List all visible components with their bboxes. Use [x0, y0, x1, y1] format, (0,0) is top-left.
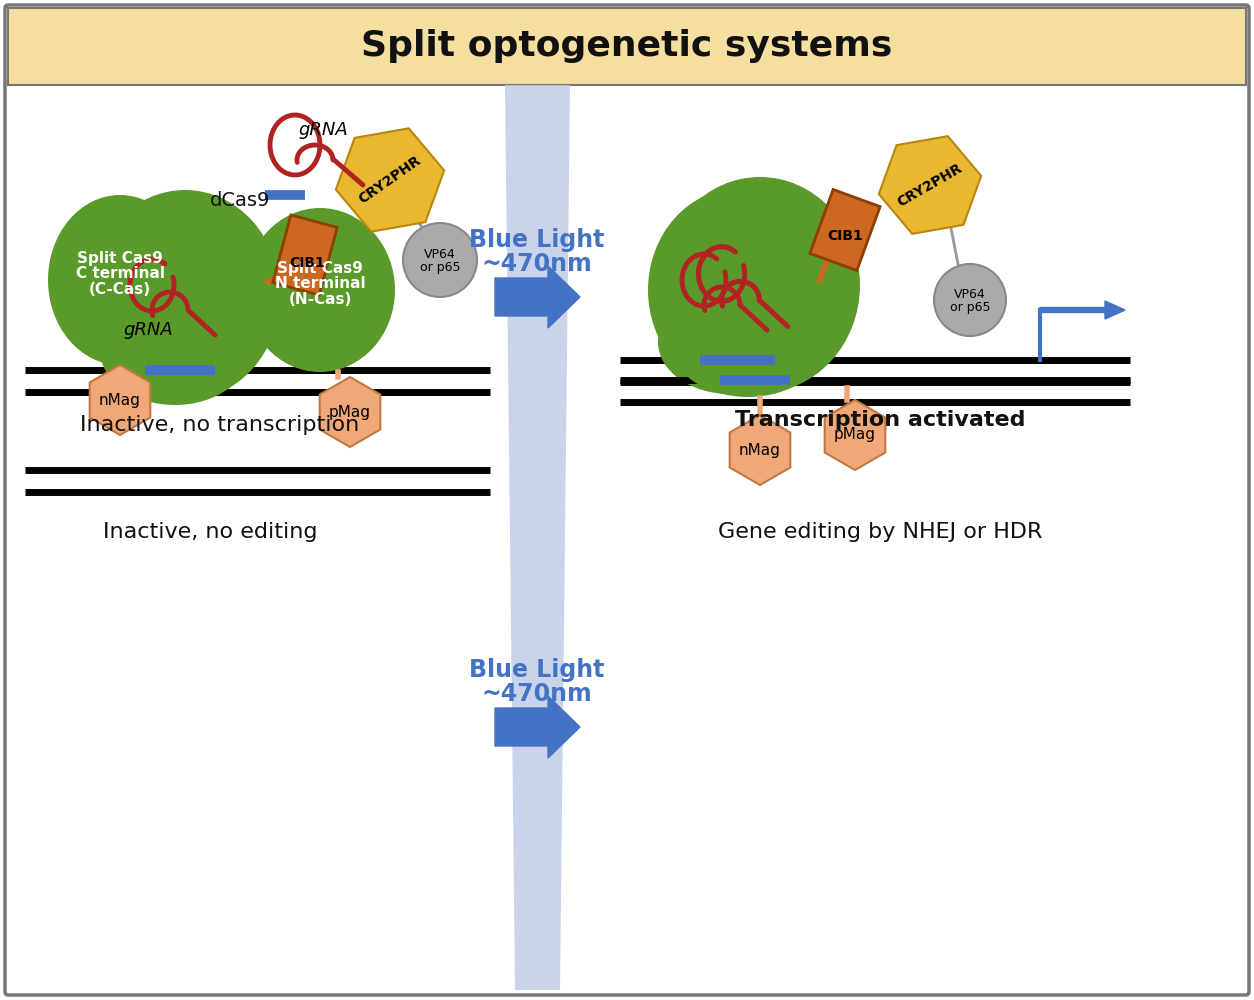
- Ellipse shape: [670, 287, 826, 397]
- Text: Gene editing by NHEJ or HDR: Gene editing by NHEJ or HDR: [717, 522, 1042, 542]
- Ellipse shape: [660, 177, 860, 393]
- Text: (N-Cas): (N-Cas): [288, 292, 351, 308]
- FancyBboxPatch shape: [5, 5, 1249, 995]
- Text: nMag: nMag: [99, 392, 140, 408]
- FancyArrow shape: [495, 696, 581, 758]
- Text: CRY2PHR: CRY2PHR: [895, 161, 966, 209]
- Text: C terminal: C terminal: [75, 266, 164, 282]
- Polygon shape: [336, 128, 444, 232]
- Text: CIB1: CIB1: [828, 229, 863, 243]
- Polygon shape: [320, 377, 380, 447]
- Text: (C-Cas): (C-Cas): [89, 282, 150, 298]
- Text: VP64: VP64: [424, 247, 456, 260]
- Text: Inactive, no transcription: Inactive, no transcription: [80, 415, 360, 435]
- Ellipse shape: [658, 290, 803, 394]
- Ellipse shape: [100, 295, 250, 405]
- Text: pMag: pMag: [329, 404, 371, 420]
- Text: dCas9: dCas9: [209, 190, 271, 210]
- Text: Blue Light: Blue Light: [469, 228, 604, 252]
- Polygon shape: [730, 415, 790, 485]
- Text: or p65: or p65: [949, 302, 991, 314]
- Text: Split Cas9: Split Cas9: [76, 250, 163, 265]
- Bar: [8, 8, 1246, 85]
- Polygon shape: [90, 365, 150, 435]
- Polygon shape: [810, 189, 880, 271]
- Text: gRNA: gRNA: [123, 321, 173, 339]
- Text: Split Cas9: Split Cas9: [277, 260, 362, 275]
- Ellipse shape: [648, 188, 831, 392]
- Text: CIB1: CIB1: [290, 256, 325, 270]
- Polygon shape: [505, 85, 571, 990]
- Text: VP64: VP64: [954, 288, 986, 300]
- Text: Blue Light: Blue Light: [469, 658, 604, 682]
- Circle shape: [403, 223, 477, 297]
- Polygon shape: [879, 136, 981, 234]
- Circle shape: [934, 264, 1006, 336]
- Text: Split optogenetic systems: Split optogenetic systems: [361, 29, 893, 63]
- Text: ~470nm: ~470nm: [482, 682, 592, 706]
- Text: ~470nm: ~470nm: [482, 252, 592, 276]
- Text: Transcription activated: Transcription activated: [735, 410, 1026, 430]
- Polygon shape: [825, 400, 885, 470]
- Text: nMag: nMag: [739, 442, 781, 458]
- Text: Inactive, no editing: Inactive, no editing: [103, 522, 317, 542]
- Text: or p65: or p65: [420, 261, 460, 274]
- Text: gRNA: gRNA: [298, 121, 347, 139]
- Text: pMag: pMag: [834, 428, 877, 442]
- FancyArrow shape: [495, 266, 581, 328]
- Ellipse shape: [245, 208, 395, 372]
- FancyArrow shape: [1040, 301, 1125, 319]
- Polygon shape: [273, 215, 337, 295]
- Text: N terminal: N terminal: [275, 276, 365, 292]
- Text: CRY2PHR: CRY2PHR: [356, 153, 424, 207]
- Ellipse shape: [48, 195, 192, 365]
- Ellipse shape: [90, 190, 280, 400]
